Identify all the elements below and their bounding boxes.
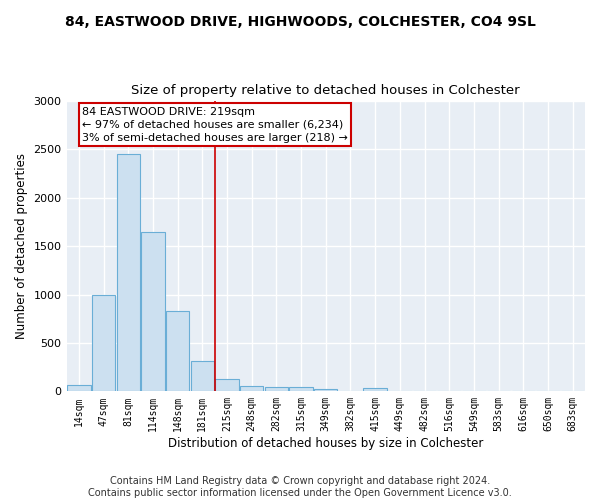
X-axis label: Distribution of detached houses by size in Colchester: Distribution of detached houses by size … [168, 437, 484, 450]
Bar [364, 388, 387, 392]
Bar [92, 294, 115, 392]
Bar [141, 232, 164, 392]
Bar [314, 390, 337, 392]
Bar [240, 386, 263, 392]
Text: 84, EASTWOOD DRIVE, HIGHWOODS, COLCHESTER, CO4 9SL: 84, EASTWOOD DRIVE, HIGHWOODS, COLCHESTE… [65, 15, 535, 29]
Bar [166, 312, 190, 392]
Bar [191, 362, 214, 392]
Bar [215, 379, 239, 392]
Bar [116, 154, 140, 392]
Text: 84 EASTWOOD DRIVE: 219sqm
← 97% of detached houses are smaller (6,234)
3% of sem: 84 EASTWOOD DRIVE: 219sqm ← 97% of detac… [82, 107, 348, 143]
Title: Size of property relative to detached houses in Colchester: Size of property relative to detached ho… [131, 84, 520, 97]
Bar [265, 387, 288, 392]
Bar [67, 385, 91, 392]
Bar [289, 388, 313, 392]
Text: Contains HM Land Registry data © Crown copyright and database right 2024.
Contai: Contains HM Land Registry data © Crown c… [88, 476, 512, 498]
Y-axis label: Number of detached properties: Number of detached properties [15, 153, 28, 339]
